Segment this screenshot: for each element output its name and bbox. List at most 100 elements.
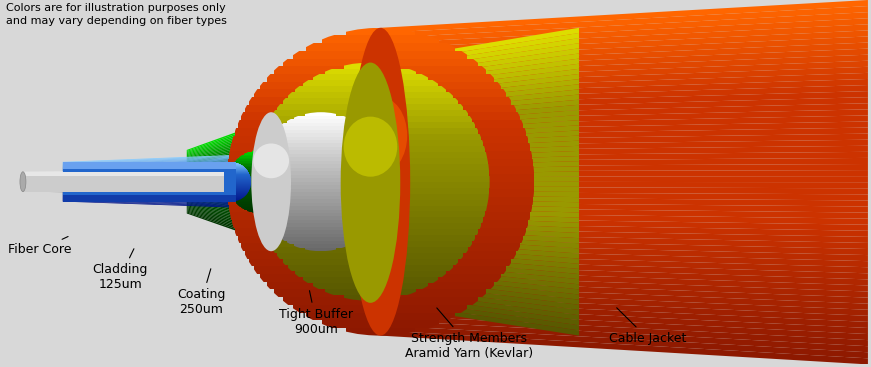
Polygon shape xyxy=(282,259,458,265)
Polygon shape xyxy=(271,79,440,124)
Polygon shape xyxy=(186,170,286,178)
Polygon shape xyxy=(231,195,288,196)
Polygon shape xyxy=(226,174,534,182)
Polygon shape xyxy=(63,179,261,181)
Polygon shape xyxy=(23,189,241,192)
Polygon shape xyxy=(381,170,868,177)
Polygon shape xyxy=(254,266,506,274)
Polygon shape xyxy=(370,267,579,295)
Polygon shape xyxy=(63,172,261,176)
Polygon shape xyxy=(325,289,415,295)
Polygon shape xyxy=(241,112,520,120)
Polygon shape xyxy=(295,271,446,277)
Polygon shape xyxy=(381,18,868,48)
Polygon shape xyxy=(381,310,868,340)
Polygon shape xyxy=(274,290,486,297)
Polygon shape xyxy=(63,192,261,196)
Polygon shape xyxy=(229,191,289,193)
Polygon shape xyxy=(23,182,241,183)
Polygon shape xyxy=(214,184,233,185)
Polygon shape xyxy=(253,212,267,214)
Polygon shape xyxy=(63,198,261,205)
Polygon shape xyxy=(306,112,336,116)
Polygon shape xyxy=(216,194,247,195)
Polygon shape xyxy=(23,185,241,187)
Polygon shape xyxy=(370,247,579,269)
Polygon shape xyxy=(370,38,579,75)
Polygon shape xyxy=(370,94,579,119)
Polygon shape xyxy=(381,61,868,84)
Polygon shape xyxy=(271,228,440,267)
Polygon shape xyxy=(63,161,261,168)
Polygon shape xyxy=(23,176,241,178)
Polygon shape xyxy=(231,167,288,169)
Polygon shape xyxy=(306,313,455,320)
Polygon shape xyxy=(294,244,348,248)
Polygon shape xyxy=(370,182,579,187)
Polygon shape xyxy=(252,185,390,189)
Polygon shape xyxy=(23,185,241,186)
Polygon shape xyxy=(271,167,440,175)
Polygon shape xyxy=(271,83,440,126)
Polygon shape xyxy=(381,182,868,188)
Polygon shape xyxy=(23,172,241,175)
Polygon shape xyxy=(63,188,261,191)
Polygon shape xyxy=(252,171,390,175)
Polygon shape xyxy=(240,206,280,207)
Ellipse shape xyxy=(344,117,397,177)
Polygon shape xyxy=(271,163,440,172)
Polygon shape xyxy=(370,161,579,171)
Polygon shape xyxy=(271,171,440,177)
Polygon shape xyxy=(271,196,440,211)
Polygon shape xyxy=(23,181,241,182)
Polygon shape xyxy=(63,162,261,168)
Polygon shape xyxy=(63,163,261,169)
Polygon shape xyxy=(63,200,261,207)
Polygon shape xyxy=(322,36,439,43)
Polygon shape xyxy=(271,95,440,133)
Polygon shape xyxy=(218,167,245,168)
Polygon shape xyxy=(186,209,286,241)
Polygon shape xyxy=(23,172,241,175)
Polygon shape xyxy=(186,197,286,215)
Polygon shape xyxy=(260,224,481,229)
Polygon shape xyxy=(266,235,476,241)
Polygon shape xyxy=(213,187,251,188)
Polygon shape xyxy=(271,191,440,203)
Polygon shape xyxy=(260,147,382,150)
Polygon shape xyxy=(220,165,243,166)
Polygon shape xyxy=(23,187,241,189)
Polygon shape xyxy=(23,175,241,177)
Polygon shape xyxy=(23,179,241,181)
Polygon shape xyxy=(294,51,468,59)
Polygon shape xyxy=(287,119,354,123)
Polygon shape xyxy=(23,179,241,180)
Polygon shape xyxy=(213,188,250,189)
Polygon shape xyxy=(214,179,233,180)
Polygon shape xyxy=(370,223,579,238)
Polygon shape xyxy=(381,290,868,316)
Polygon shape xyxy=(186,204,286,230)
Polygon shape xyxy=(63,188,261,190)
Polygon shape xyxy=(213,189,250,190)
Polygon shape xyxy=(370,64,579,95)
Polygon shape xyxy=(186,159,286,172)
Polygon shape xyxy=(63,184,261,185)
Polygon shape xyxy=(23,189,241,192)
Polygon shape xyxy=(186,130,286,159)
Polygon shape xyxy=(381,128,868,141)
Polygon shape xyxy=(370,287,579,320)
Polygon shape xyxy=(238,204,281,206)
Polygon shape xyxy=(186,172,286,178)
Polygon shape xyxy=(370,283,579,315)
Polygon shape xyxy=(264,140,378,143)
Polygon shape xyxy=(186,175,286,179)
Polygon shape xyxy=(23,177,241,179)
Polygon shape xyxy=(23,191,241,194)
Polygon shape xyxy=(224,163,239,164)
Polygon shape xyxy=(253,168,389,171)
Polygon shape xyxy=(233,197,287,199)
Polygon shape xyxy=(227,183,291,185)
Polygon shape xyxy=(213,186,251,187)
Polygon shape xyxy=(283,297,477,305)
